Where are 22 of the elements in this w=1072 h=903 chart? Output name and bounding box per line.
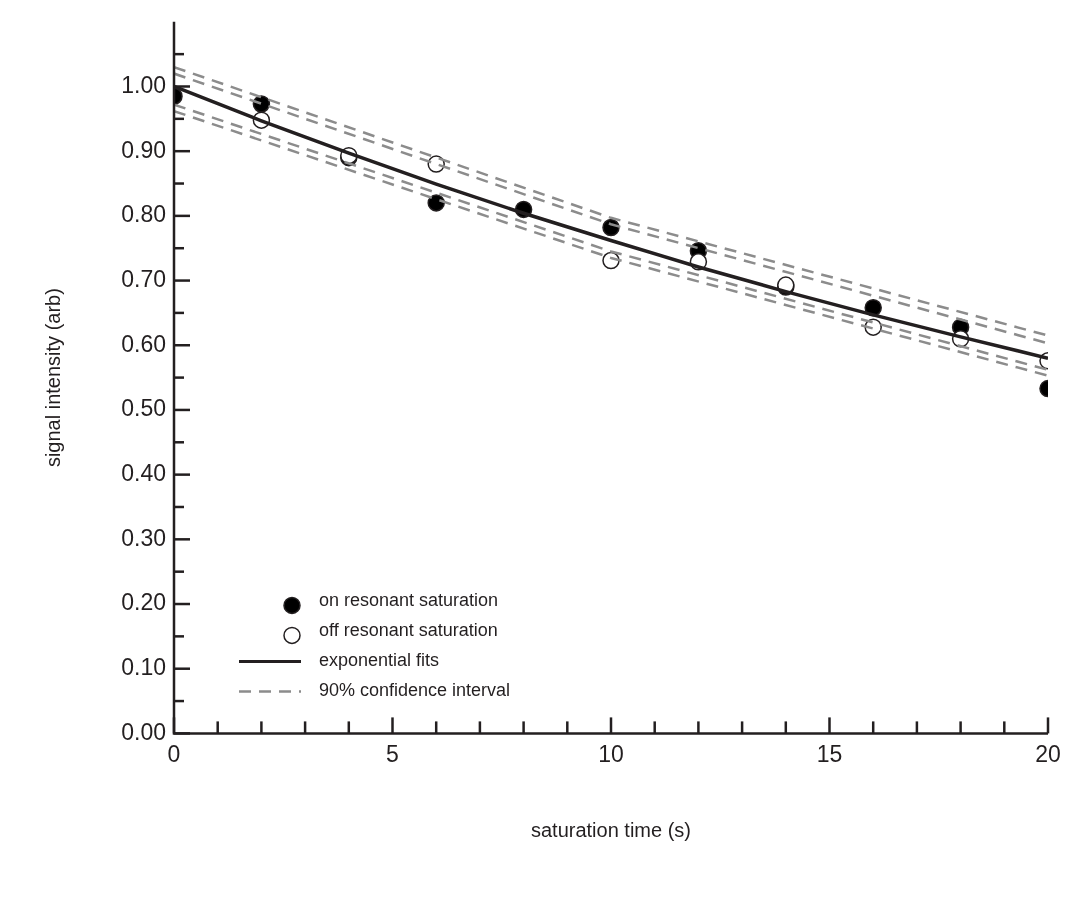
y-tick-label: 0.50 [121, 395, 166, 422]
y-tick-label: 1.00 [121, 71, 166, 98]
y-tick-label: 0.00 [121, 718, 166, 745]
x-tick-label: 0 [167, 740, 181, 767]
x-tick-label: 10 [598, 740, 624, 767]
legend-label: 90% confidence interval [319, 680, 511, 701]
legend-label: exponential fits [319, 650, 440, 671]
y-tick-label: 0.90 [121, 136, 166, 163]
x-tick-label: 5 [386, 740, 399, 767]
x-tick-label: 20 [1035, 740, 1061, 767]
x-tick-label: 15 [816, 740, 843, 767]
legend-label: off resonant saturation [319, 620, 498, 641]
y-tick-label: 0.30 [121, 524, 166, 551]
x-axis-title: saturation time (s) [530, 818, 692, 841]
y-tick-label: 0.70 [121, 265, 166, 292]
legend-label: on resonant saturation [319, 590, 499, 611]
y-axis-title: signal intensity (arb) [41, 288, 64, 468]
y-tick-label: 0.20 [121, 589, 166, 616]
y-tick-label: 0.60 [121, 330, 166, 357]
y-tick-label: 0.10 [121, 654, 166, 681]
y-tick-label: 0.40 [121, 459, 166, 486]
y-tick-label: 0.80 [121, 201, 166, 228]
